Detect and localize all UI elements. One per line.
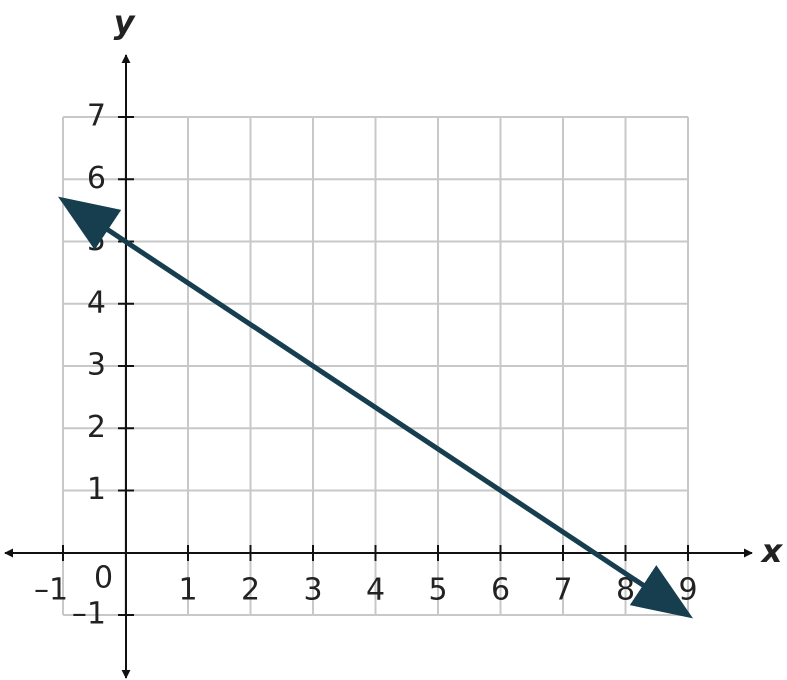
grid — [62, 116, 689, 616]
y-tick-label: 1 — [87, 472, 106, 507]
y-tick-label: 2 — [87, 410, 106, 445]
y-tick-label: 7 — [87, 99, 106, 134]
x-axis-title: x — [760, 532, 784, 570]
origin-label: 0 — [94, 561, 113, 596]
x-tick-label: 6 — [491, 573, 510, 608]
x-tick-label: 2 — [241, 573, 260, 608]
y-tick-label: 3 — [87, 348, 106, 383]
x-tick-label: 1 — [178, 573, 197, 608]
y-tick-label: 4 — [87, 285, 106, 320]
x-tick-label: 5 — [428, 573, 447, 608]
x-tick-label: 4 — [366, 573, 385, 608]
x-tick-label: –1 — [34, 573, 68, 608]
y-tick-label: –1 — [72, 597, 106, 632]
x-tick-label: 3 — [303, 573, 322, 608]
line — [58, 196, 693, 619]
y-tick-label: 6 — [87, 161, 106, 196]
x-tick-label: 7 — [553, 573, 572, 608]
y-axis-title: y — [114, 3, 136, 41]
x-tick-label: 9 — [678, 573, 697, 608]
